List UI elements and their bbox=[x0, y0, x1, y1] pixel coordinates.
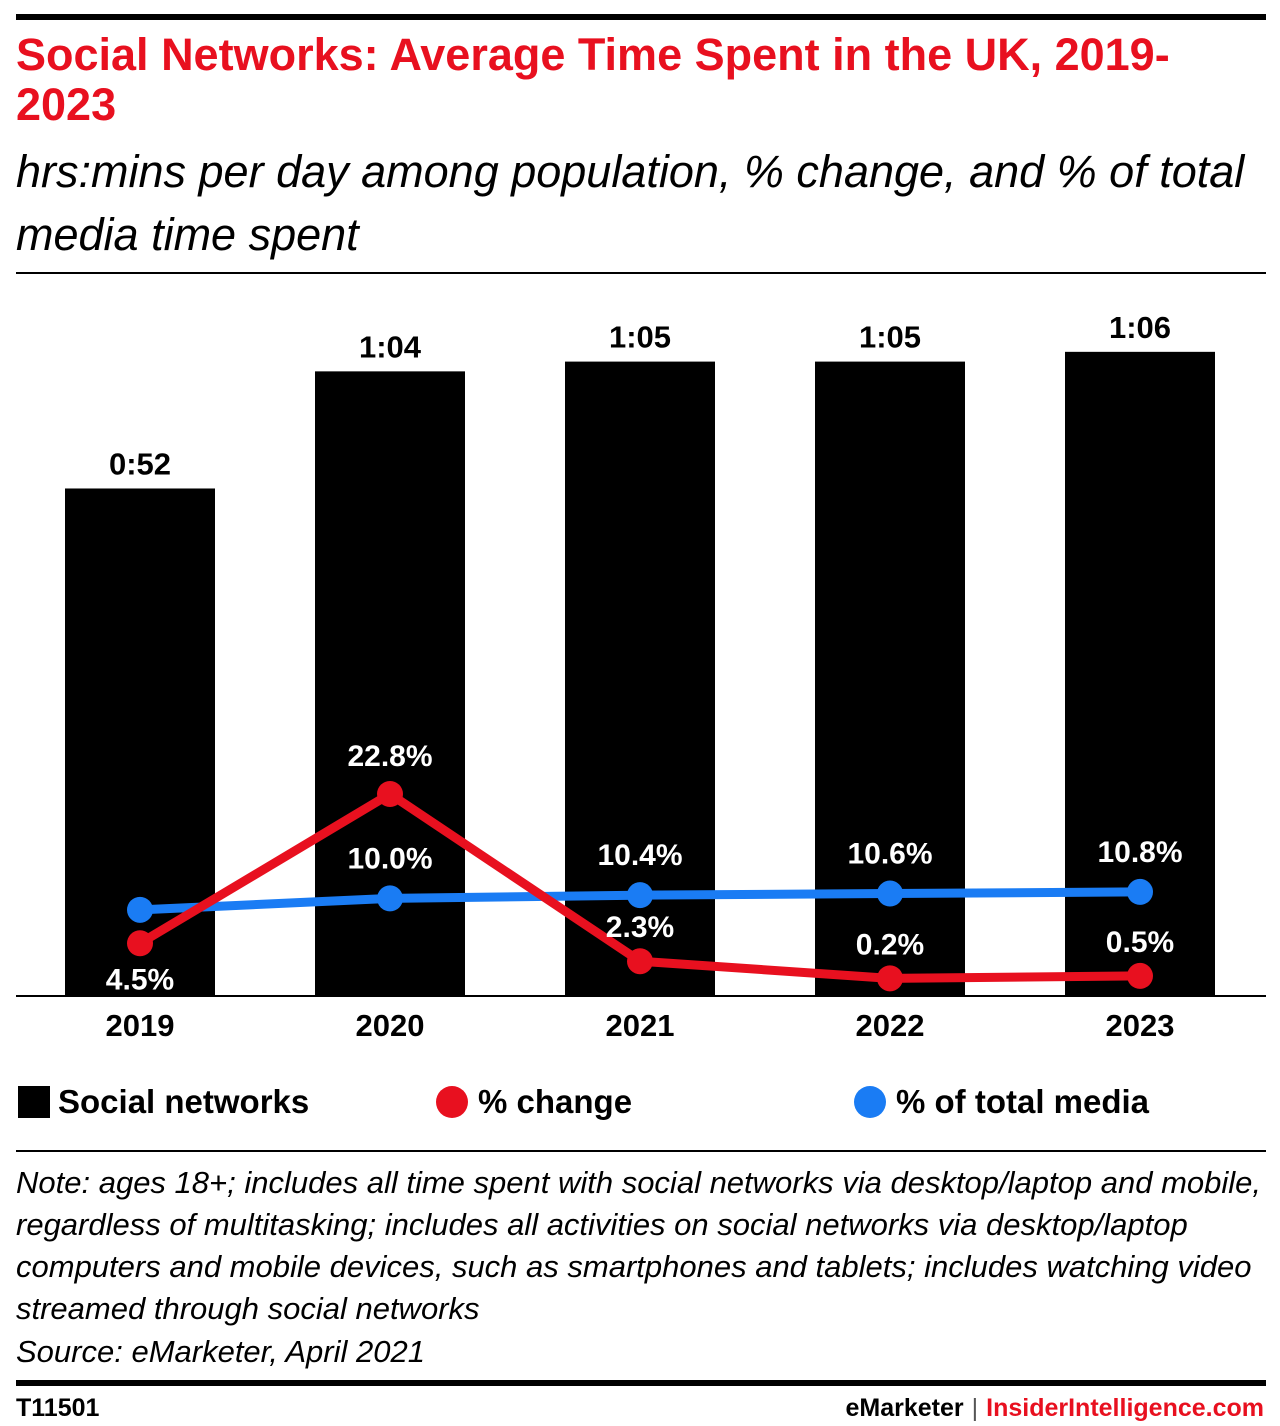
share-label-2022: 10.6% bbox=[847, 838, 932, 871]
change-label-2019: 4.5% bbox=[106, 963, 174, 996]
chart-legend: Social networks % change % of total medi… bbox=[0, 1080, 1280, 1124]
legend-item-percent-change: % change bbox=[436, 1080, 632, 1124]
x-tick-2019: 2019 bbox=[106, 1008, 175, 1043]
change-point-2019 bbox=[127, 930, 153, 957]
top-rule bbox=[16, 14, 1266, 20]
change-point-2020 bbox=[377, 781, 403, 807]
chart-plot: 0:52 1:04 1:05 1:05 1:06 2019 2020 2021 2022 2023… bbox=[16, 310, 1266, 1043]
bar-label-2019: 0:52 bbox=[109, 446, 171, 481]
legend-swatch-social-networks bbox=[18, 1086, 50, 1118]
note-divider bbox=[16, 1150, 1266, 1152]
legend-label-social-networks: Social networks bbox=[58, 1083, 310, 1120]
brand-credit: eMarketer | InsiderIntelligence.com bbox=[846, 1394, 1265, 1423]
share-label-2021: 10.4% bbox=[597, 839, 682, 872]
bar-label-2023: 1:06 bbox=[1109, 310, 1171, 345]
chart-subtitle: hrs:mins per day among population, % cha… bbox=[16, 146, 1245, 260]
legend-item-percent-total-media: % of total media bbox=[854, 1080, 1149, 1124]
legend-label-percent-total-media: % of total media bbox=[896, 1083, 1150, 1120]
change-point-2022 bbox=[877, 965, 903, 992]
footnote: Note: ages 18+; includes all time spent … bbox=[16, 1165, 1261, 1326]
share-label-2020: 10.0% bbox=[347, 842, 432, 875]
share-point-2020 bbox=[377, 885, 403, 912]
legend-swatch-percent-change bbox=[436, 1086, 468, 1118]
bar-label-2020: 1:04 bbox=[359, 329, 422, 364]
legend-swatch-percent-total-media bbox=[854, 1086, 886, 1118]
legend-item-social-networks: Social networks bbox=[18, 1080, 309, 1124]
title-divider bbox=[16, 272, 1266, 274]
change-point-2023 bbox=[1127, 962, 1153, 989]
change-label-2021: 2.3% bbox=[606, 911, 674, 944]
x-tick-2021: 2021 bbox=[606, 1008, 675, 1043]
legend-label-percent-change: % change bbox=[478, 1083, 633, 1120]
share-point-2023 bbox=[1127, 878, 1153, 905]
x-tick-2020: 2020 bbox=[356, 1008, 425, 1043]
change-label-2020: 22.8% bbox=[347, 740, 432, 773]
bottom-rule bbox=[16, 1380, 1266, 1386]
source-line: Source: eMarketer, April 2021 bbox=[16, 1334, 425, 1369]
share-point-2021 bbox=[627, 882, 653, 909]
chart-title: Social Networks: Average Time Spent in t… bbox=[16, 29, 1170, 130]
bar-label-2021: 1:05 bbox=[609, 320, 671, 355]
x-tick-2023: 2023 bbox=[1106, 1008, 1175, 1043]
share-point-2022 bbox=[877, 880, 903, 907]
bar-label-2022: 1:05 bbox=[859, 320, 921, 355]
change-label-2023: 0.5% bbox=[1106, 926, 1174, 959]
brand-secondary: InsiderIntelligence.com bbox=[986, 1394, 1264, 1422]
change-label-2022: 0.2% bbox=[856, 928, 924, 961]
share-label-2023: 10.8% bbox=[1097, 836, 1182, 869]
change-point-2021 bbox=[627, 948, 653, 975]
share-point-2019 bbox=[127, 896, 153, 923]
brand-separator: | bbox=[971, 1394, 979, 1422]
brand-primary: eMarketer bbox=[845, 1394, 964, 1422]
chart-id: T11501 bbox=[16, 1394, 100, 1422]
share-label-2019: 8.6% bbox=[106, 854, 174, 887]
x-tick-2022: 2022 bbox=[856, 1008, 925, 1043]
